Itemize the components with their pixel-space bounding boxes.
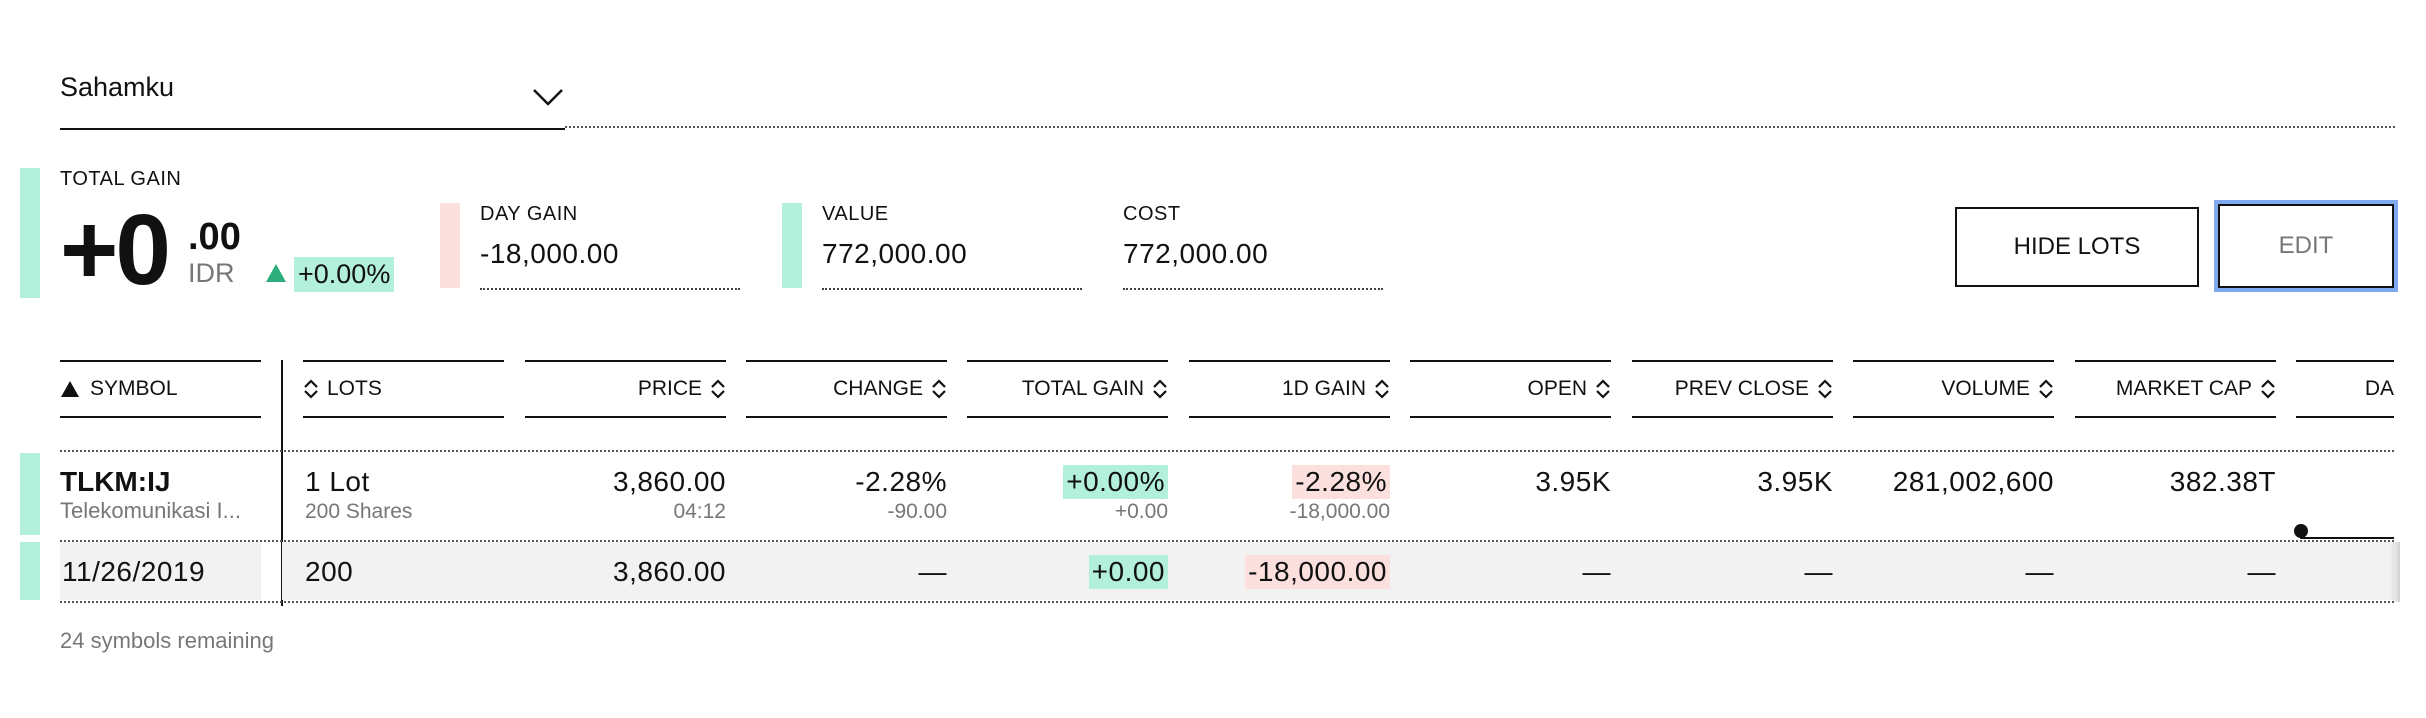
sort-icon [1153,379,1167,399]
sort-icon [1375,379,1389,399]
total-gain-decimal: .00 [188,216,241,258]
header-price[interactable]: PRICE [525,360,726,418]
sort-ascending-icon [61,381,79,397]
row-divider [60,450,2394,452]
value-label: VALUE [822,203,889,225]
header-volume-label: VOLUME [1941,377,2030,400]
holding-day-gain-pct: -2.28% [1292,465,1390,499]
header-market-cap[interactable]: MARKET CAP [2075,360,2276,418]
day-gain-rule [480,288,740,290]
header-lots-label: LOTS [327,377,382,400]
lot-volume: — [2025,556,2054,587]
portfolio-selector[interactable]: Sahamku [60,60,565,130]
holding-lots: 1 Lot [305,466,370,497]
symbols-remaining: 24 symbols remaining [60,628,274,653]
header-open[interactable]: OPEN [1410,360,1611,418]
header-change-label: CHANGE [833,377,923,400]
cost-rule [1123,288,1383,290]
holding-volume: 281,002,600 [1892,466,2054,497]
up-triangle-icon [266,264,286,282]
day-range-marker [2294,524,2308,538]
holding-price: 3,860.00 [613,466,726,497]
day-gain-value: -18,000.00 [480,238,619,269]
holding-total-gain-pct: +0.00% [1063,465,1168,499]
lot-date: 11/26/2019 [62,556,206,587]
sort-icon [2261,379,2275,399]
holding-symbol[interactable]: TLKM:IJ [60,466,171,497]
total-gain-percent: +0.00% [294,257,395,292]
sort-icon [711,379,725,399]
hide-lots-button[interactable]: HIDE LOTS [1955,207,2199,287]
lot-indicator [20,542,40,600]
row-divider [60,601,2394,603]
day-gain-label: DAY GAIN [480,203,578,225]
header-day-gain[interactable]: 1D GAIN [1189,360,1390,418]
cost-label: COST [1123,203,1181,225]
currency-label: IDR [188,258,235,288]
header-price-label: PRICE [637,377,702,400]
total-gain-label: TOTAL GAIN [60,168,182,190]
header-total-gain-label: TOTAL GAIN [1021,377,1144,400]
portfolio-name: Sahamku [60,72,175,102]
header-change[interactable]: CHANGE [746,360,947,418]
header-day-range-label: DA [2364,377,2394,400]
edit-button[interactable]: EDIT [2218,204,2394,288]
holding-name: Telekomunikasi I... [60,498,241,523]
scroll-shadow [2390,542,2400,602]
holding-prev-close: 3.95K [1757,466,1833,497]
lot-change: — [918,556,947,587]
chevron-down-icon [533,89,563,106]
holding-total-gain-abs: +0.00 [1114,500,1168,523]
header-prev-close[interactable]: PREV CLOSE [1632,360,1833,418]
header-symbol-label: SYMBOL [90,377,178,400]
holding-market-cap: 382.38T [2169,466,2276,497]
lot-row-background-left [60,542,261,600]
day-range-track [2300,537,2394,539]
header-market-cap-label: MARKET CAP [2115,377,2252,400]
portfolio-divider [565,126,2395,128]
lot-prev-close: — [1804,556,1833,587]
lot-total-gain: +0.00 [1088,555,1168,589]
lot-open: — [1582,556,1611,587]
lot-day-gain: -18,000.00 [1245,555,1390,589]
header-symbol[interactable]: SYMBOL [60,360,261,418]
row-divider [60,540,2394,542]
holding-change-abs: -90.00 [887,500,947,523]
value-indicator [782,203,802,288]
header-lots[interactable]: LOTS [303,360,504,418]
lot-shares: 200 [305,556,354,587]
header-prev-close-label: PREV CLOSE [1674,377,1809,400]
sort-icon [1596,379,1610,399]
holding-indicator [20,453,40,535]
holding-change-pct: -2.28% [855,466,947,497]
lot-price: 3,860.00 [613,556,726,587]
cost-amount: 772,000.00 [1123,238,1269,269]
sort-icon [2039,379,2053,399]
header-day-gain-label: 1D GAIN [1281,377,1366,400]
day-gain-indicator [440,203,460,288]
sort-icon [932,379,946,399]
sort-icon [1818,379,1832,399]
holding-shares: 200 Shares [305,500,413,523]
value-amount: 772,000.00 [822,238,968,269]
value-rule [822,288,1082,290]
header-day-range[interactable]: DA [2296,360,2394,418]
lot-market-cap: — [2247,556,2276,587]
holding-open: 3.95K [1535,466,1611,497]
holding-time: 04:12 [673,500,726,523]
total-gain-indicator [20,168,40,298]
header-open-label: OPEN [1527,377,1587,400]
column-divider [281,360,283,606]
sort-icon [304,379,318,399]
holding-day-gain-abs: -18,000.00 [1289,500,1390,523]
header-volume[interactable]: VOLUME [1853,360,2054,418]
total-gain-integer: +0 [60,194,171,306]
header-total-gain[interactable]: TOTAL GAIN [967,360,1168,418]
